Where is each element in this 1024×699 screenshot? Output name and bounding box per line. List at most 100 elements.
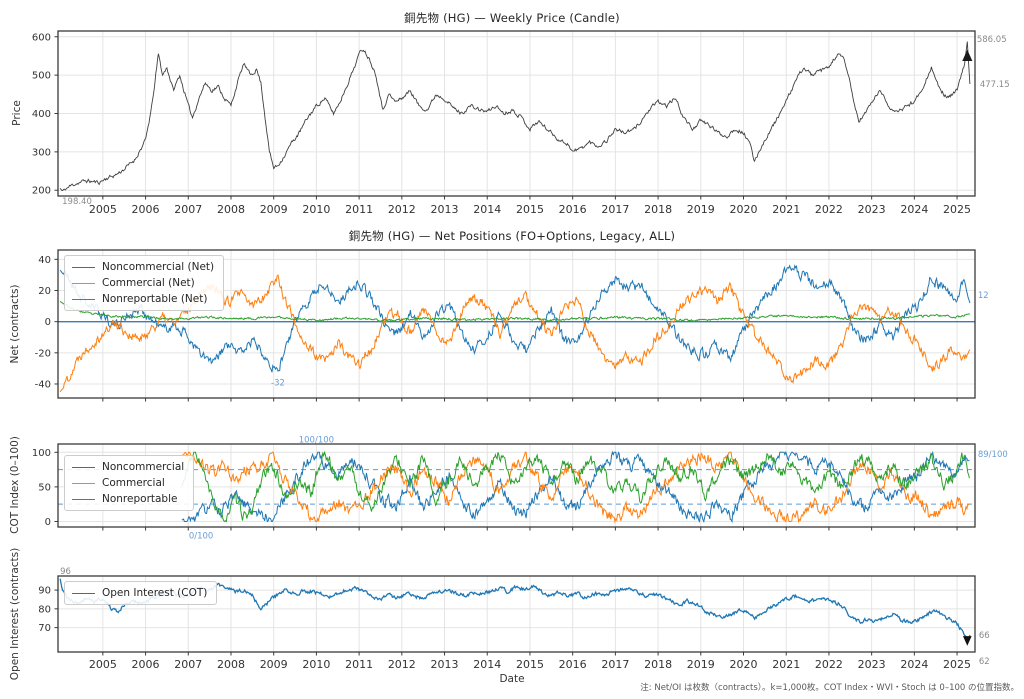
x-tick-label: 2015: [516, 658, 544, 671]
x-tick-label: 2024: [900, 203, 928, 216]
x-tick-label: 2019: [687, 658, 715, 671]
y-tick-label: 500: [32, 71, 51, 82]
legend-item: Commercial: [72, 475, 184, 491]
net_positions-panel: -40 -20 0 20 40 12 -32: [35, 249, 989, 402]
value-annotation: 0/100: [189, 531, 214, 541]
legend-line-swatch: [72, 466, 95, 468]
y-tick-label: -20: [35, 348, 51, 359]
x-tick-label: 2010: [302, 203, 330, 216]
legend-line-swatch: [72, 498, 95, 500]
value-annotation: 62: [979, 657, 990, 667]
legend-label: Commercial: [102, 477, 165, 489]
x-tick-label: 2016: [559, 658, 587, 671]
legend-item: Nonreportable: [72, 491, 184, 507]
legend-item: Open Interest (COT): [72, 585, 207, 601]
value-annotation: 66: [979, 631, 990, 641]
value-annotation: 477.15: [980, 80, 1010, 90]
x-tick-label: 2014: [473, 658, 501, 671]
x-tick-label: 2021: [772, 203, 800, 216]
x-tick-label: 2013: [431, 203, 459, 216]
legend-line-swatch: [72, 282, 95, 284]
legend-line-swatch: [72, 592, 95, 594]
x-tick-label: 2008: [217, 658, 245, 671]
value-annotation: 100/100: [299, 435, 334, 445]
x-tick-label: 2023: [858, 658, 886, 671]
x-tick-label: 2022: [815, 203, 843, 216]
x-tick-label: 2013: [431, 658, 459, 671]
footnote: 注: Net/OI は枚数（contracts）。k=1,000枚。COT In…: [640, 683, 1019, 693]
cot_index-legend: Noncommercial Commercial Nonreportable: [64, 455, 195, 511]
legend-item: Noncommercial: [72, 459, 184, 475]
x-tick-label: 2024: [900, 658, 928, 671]
x-tick-label: 2016: [559, 203, 587, 216]
x-tick-label: 2018: [644, 658, 672, 671]
x-tick-label: 2014: [473, 203, 501, 216]
x-tick-label: 2020: [730, 658, 758, 671]
x-tick-label: 2007: [174, 203, 202, 216]
y-tick-label: 300: [32, 147, 51, 158]
x-tick-label: 2022: [815, 658, 843, 671]
noncommercial_index-line: [181, 450, 970, 524]
legend-item: Noncommercial (Net): [72, 259, 214, 275]
y-tick-label: 50: [38, 482, 51, 493]
legend-line-swatch: [72, 298, 95, 300]
value-annotation: 96: [60, 567, 71, 577]
y-tick-label: 0: [45, 517, 51, 528]
noncommercial_net-line: [59, 264, 971, 373]
open_interest-legend: Open Interest (COT): [64, 581, 218, 605]
legend-item: Nonreportable (Net): [72, 291, 214, 307]
legend-line-swatch: [72, 266, 95, 268]
x-tick-label: 2025: [943, 203, 971, 216]
value-annotation: 586.05: [977, 35, 1007, 45]
commercial_index-line: [181, 451, 970, 524]
net-positions-chart-title: 銅先物 (HG) — Net Positions (FO+Options, Le…: [348, 229, 676, 243]
x-tick-label: 2006: [132, 658, 160, 671]
x-tick-label: 2008: [217, 203, 245, 216]
y-tick-label: 600: [32, 32, 51, 43]
nonreportable_index-line: [181, 450, 970, 523]
value-annotation: -32: [271, 379, 285, 389]
open_interest-panel: 2005 2006 2007 2008 2009 2010 2011 2012 2013 2014…: [38, 567, 989, 671]
plot-border: [57, 443, 976, 528]
legend-label: Noncommercial (Net): [102, 261, 215, 273]
nonreportable_net-line: [59, 301, 970, 323]
legend-label: Commercial (Net): [102, 277, 195, 289]
x-tick-label: 2005: [89, 203, 117, 216]
x-tick-label: 2006: [132, 203, 160, 216]
x-axis-label: Date: [499, 673, 525, 685]
value-annotation: 12: [978, 291, 989, 301]
legend-label: Nonreportable (Net): [102, 293, 208, 305]
x-tick-label: 2025: [943, 658, 971, 671]
y-tick-label: 20: [38, 286, 51, 297]
y-tick-label: 80: [38, 604, 51, 615]
y-tick-label: 40: [38, 255, 51, 266]
plot-border: [57, 575, 976, 653]
x-tick-label: 2009: [260, 203, 288, 216]
x-tick-label: 2007: [174, 658, 202, 671]
y-tick-label: 90: [38, 586, 51, 597]
y-tick-label: 400: [32, 109, 51, 120]
x-tick-label: 2023: [858, 203, 886, 216]
x-tick-label: 2020: [730, 203, 758, 216]
x-tick-label: 2010: [302, 658, 330, 671]
y-tick-label: 0: [45, 317, 51, 328]
x-tick-label: 2005: [89, 658, 117, 671]
price-panel: 2005 2006 2007 2008 2009 2010 2011 2012 2013 2014…: [32, 30, 1010, 216]
x-tick-label: 2012: [388, 203, 416, 216]
x-tick-label: 2009: [260, 658, 288, 671]
x-tick-label: 2011: [345, 658, 373, 671]
y-tick-label: 200: [32, 186, 51, 197]
y-tick-label: 100: [32, 448, 51, 459]
price-line: [59, 41, 971, 191]
y-tick-label: -40: [35, 379, 51, 390]
value-annotation: 198.40: [62, 197, 92, 207]
arrow-marker-up: [962, 49, 973, 62]
legend-item: Commercial (Net): [72, 275, 214, 291]
x-tick-label: 2017: [601, 203, 629, 216]
cot_index-panel: 0 50 100 100/100 0/100 89/100: [32, 435, 1008, 541]
legend-line-swatch: [72, 482, 95, 484]
x-tick-label: 2015: [516, 203, 544, 216]
x-tick-label: 2017: [601, 658, 629, 671]
